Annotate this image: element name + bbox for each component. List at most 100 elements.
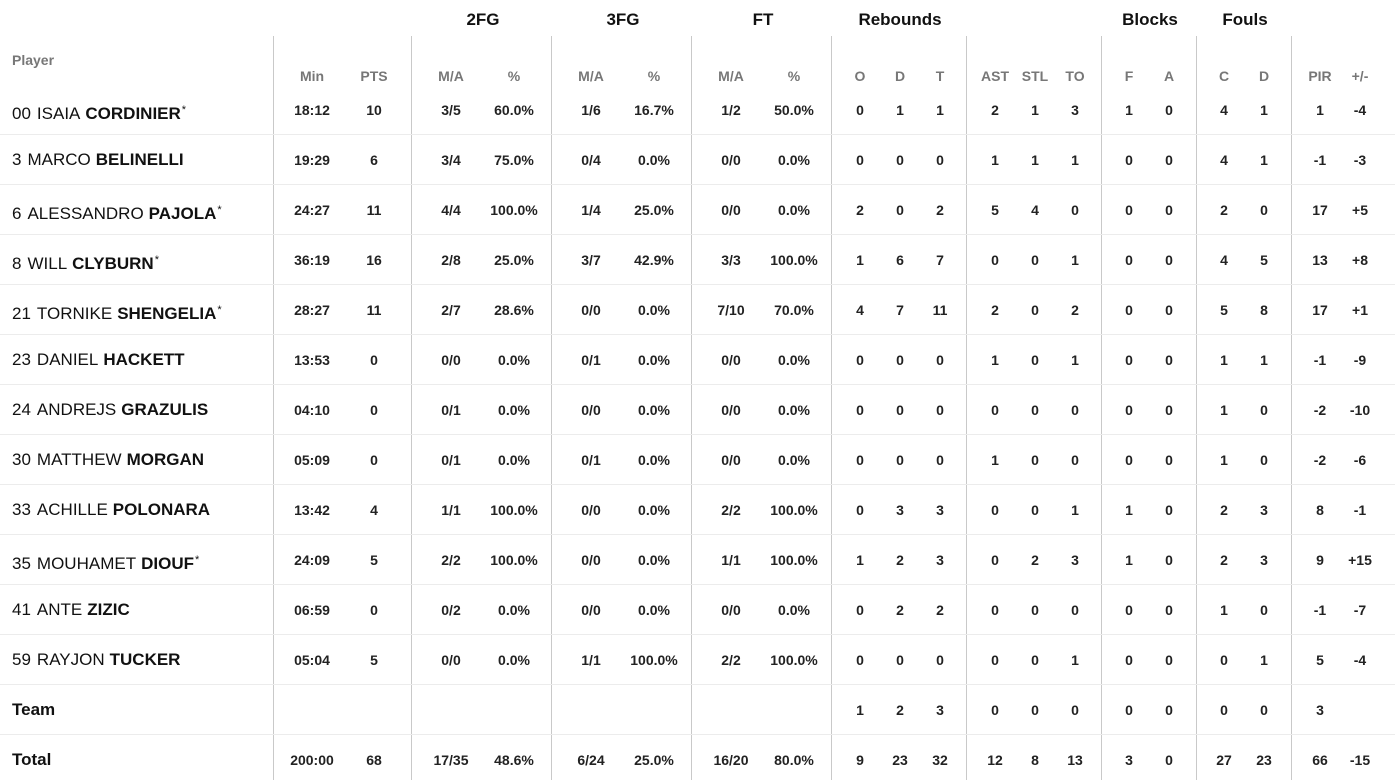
header-plus-minus[interactable]: +/-	[1351, 68, 1369, 84]
stat-to: 0	[1071, 702, 1079, 718]
stat-ft-ma: 2/2	[721, 502, 741, 518]
stat-to: 0	[1071, 202, 1079, 218]
stat-pm: -6	[1353, 452, 1367, 468]
stat-foul-c: 1	[1220, 452, 1228, 468]
stat-blk-f: 0	[1125, 702, 1133, 718]
table-row: 3 MARCO BELINELLI 19:29 6 3/4 75.0% 0/4 0.0% 0/0 0…	[0, 135, 1395, 185]
stat-foul-d: 1	[1260, 652, 1268, 668]
header-2fg-pct[interactable]: %	[507, 68, 521, 84]
stat-pm: +15	[1348, 552, 1372, 568]
stat-reb-o: 1	[856, 552, 864, 568]
table-row: 6 ALESSANDRO PAJOLA* 24:27 11 4/4 100.0% 1/4 25.…	[0, 185, 1395, 235]
player-first-name: ACHILLE	[36, 500, 108, 519]
stat-blk-a: 0	[1165, 602, 1173, 618]
stat-fg2-pct: 0.0%	[498, 402, 530, 418]
stat-pir: -2	[1313, 452, 1327, 468]
header-foul-d[interactable]: D	[1258, 68, 1270, 84]
stat-fg3-pct: 0.0%	[638, 452, 670, 468]
stat-ft-pct: 80.0%	[774, 752, 814, 768]
player-name[interactable]: 8 WILL CLYBURN*	[12, 235, 159, 285]
player-first-name: MARCO	[27, 150, 91, 169]
stat-foul-c: 4	[1220, 102, 1228, 118]
player-name[interactable]: 6 ALESSANDRO PAJOLA*	[12, 185, 222, 235]
stat-stl: 8	[1031, 752, 1039, 768]
header-ft-pct[interactable]: %	[787, 68, 801, 84]
table-row: 30 MATTHEW MORGAN 05:09 0 0/1 0.0% 0/1 0.0% 0/0 0.…	[0, 435, 1395, 485]
stat-ast: 0	[991, 402, 999, 418]
stat-foul-c: 2	[1220, 552, 1228, 568]
stat-fg2-ma: 2/7	[441, 302, 461, 318]
stat-fg2-pct: 25.0%	[494, 252, 534, 268]
stat-min: 36:19	[294, 252, 330, 268]
player-name[interactable]: 3 MARCO BELINELLI	[12, 135, 184, 185]
stat-min: 19:29	[294, 152, 330, 168]
header-pts[interactable]: PTS	[360, 68, 388, 84]
stat-pir: 3	[1316, 702, 1324, 718]
header-pir[interactable]: PIR	[1308, 68, 1332, 84]
player-name[interactable]: 30 MATTHEW MORGAN	[12, 435, 204, 485]
stat-to: 1	[1071, 502, 1079, 518]
starter-marker: *	[194, 554, 200, 566]
stat-fg2-pct: 75.0%	[494, 152, 534, 168]
stat-fg3-ma: 0/0	[581, 602, 601, 618]
header-3fg-pct[interactable]: %	[647, 68, 661, 84]
stat-reb-t: 2	[936, 202, 944, 218]
header-blk-f[interactable]: F	[1124, 68, 1134, 84]
player-name[interactable]: 00 ISAIA CORDINIER*	[12, 85, 186, 135]
stat-pts: 11	[366, 302, 382, 318]
player-number: 35	[12, 554, 31, 573]
stat-pts: 6	[370, 152, 378, 168]
header-ast[interactable]: AST	[981, 68, 1009, 84]
header-reb-t[interactable]: T	[935, 68, 945, 84]
table-row: 24 ANDREJS GRAZULIS 04:10 0 0/1 0.0% 0/0 0.0% 0/0…	[0, 385, 1395, 435]
player-name[interactable]: 35 MOUHAMET DIOUF*	[12, 535, 199, 585]
header-2fg-ma[interactable]: M/A	[438, 68, 464, 84]
stat-min: 200:00	[290, 752, 334, 768]
header-reb-o[interactable]: O	[854, 68, 866, 84]
player-name[interactable]: 21 TORNIKE SHENGELIA*	[12, 285, 222, 335]
stat-pir: -1	[1313, 602, 1327, 618]
stat-reb-t: 1	[936, 102, 944, 118]
header-3fg-ma[interactable]: M/A	[578, 68, 604, 84]
stat-fg3-ma: 0/0	[581, 502, 601, 518]
player-name[interactable]: 41 ANTE ZIZIC	[12, 585, 130, 635]
player-name[interactable]: 24 ANDREJS GRAZULIS	[12, 385, 208, 435]
stat-fg3-pct: 0.0%	[638, 302, 670, 318]
header-to[interactable]: TO	[1065, 68, 1085, 84]
stat-to: 1	[1071, 652, 1079, 668]
stat-fg3-ma: 1/4	[581, 202, 601, 218]
stat-fg3-ma: 1/6	[581, 102, 601, 118]
stat-fg3-pct: 16.7%	[634, 102, 674, 118]
stat-fg2-ma: 3/4	[441, 152, 461, 168]
stat-foul-c: 0	[1220, 652, 1228, 668]
stat-ast: 1	[991, 452, 999, 468]
stat-foul-c: 27	[1216, 752, 1232, 768]
header-min[interactable]: Min	[299, 68, 325, 84]
stat-blk-f: 1	[1125, 102, 1133, 118]
header-stl[interactable]: STL	[1021, 68, 1049, 84]
stat-blk-f: 0	[1125, 302, 1133, 318]
header-ft-ma[interactable]: M/A	[718, 68, 744, 84]
stat-ast: 0	[991, 552, 999, 568]
player-name[interactable]: 59 RAYJON TUCKER	[12, 635, 180, 685]
stat-to: 3	[1071, 102, 1079, 118]
player-name[interactable]: 33 ACHILLE POLONARA	[12, 485, 210, 535]
stat-foul-d: 1	[1260, 152, 1268, 168]
starter-marker: *	[181, 104, 187, 116]
stat-reb-t: 7	[936, 252, 944, 268]
stat-blk-f: 0	[1125, 252, 1133, 268]
stat-fg2-ma: 4/4	[441, 202, 461, 218]
header-reb-d[interactable]: D	[894, 68, 906, 84]
stat-foul-c: 1	[1220, 352, 1228, 368]
stat-fg2-pct: 48.6%	[494, 752, 534, 768]
stat-fg3-ma: 0/1	[581, 452, 601, 468]
stat-blk-f: 1	[1125, 502, 1133, 518]
player-name[interactable]: 23 DANIEL HACKETT	[12, 335, 185, 385]
header-blk-a[interactable]: A	[1163, 68, 1175, 84]
stat-pts: 10	[366, 102, 382, 118]
stat-ft-pct: 0.0%	[778, 352, 810, 368]
group-header-rebounds: Rebounds	[858, 10, 942, 29]
header-foul-c[interactable]: C	[1218, 68, 1230, 84]
header-player[interactable]: Player	[12, 52, 55, 68]
stat-blk-f: 0	[1125, 402, 1133, 418]
